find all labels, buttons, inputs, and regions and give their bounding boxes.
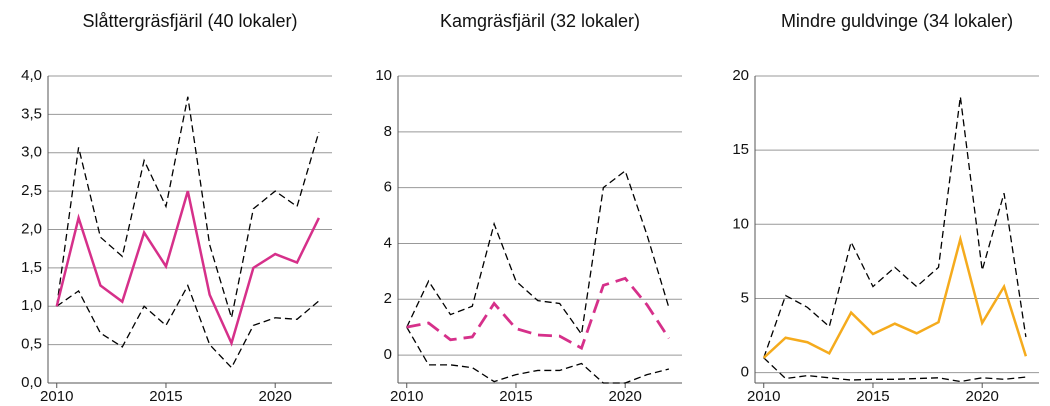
data-line [762, 234, 1028, 359]
y-tick-label: 4 [384, 234, 392, 251]
y-tick-label: 0 [741, 364, 749, 381]
x-tick-label: 2010 [40, 388, 73, 405]
y-tick-label: 10 [375, 67, 392, 84]
x-tick-label: 2010 [390, 388, 423, 405]
y-tick-label: 2,0 [21, 220, 42, 237]
y-tick-label: 0,5 [21, 336, 42, 353]
y-tick-label: 3,5 [21, 105, 42, 122]
x-tick-label: 2010 [747, 388, 780, 405]
y-tick-label: 0 [384, 346, 392, 363]
y-tick-label: 0,0 [21, 374, 42, 391]
x-tick-label: 2020 [966, 388, 999, 405]
y-tick-label: 10 [732, 215, 749, 232]
y-tick-label: 1,5 [21, 259, 42, 276]
y-tick-label: 2 [384, 290, 392, 307]
data-line [763, 357, 1026, 383]
y-tick-label: 6 [384, 179, 392, 196]
chart-title: Kamgräsfjäril (32 lokaler) [440, 11, 640, 31]
x-tick-label: 2020 [609, 388, 642, 405]
data-line [406, 169, 670, 336]
y-tick-label: 2,5 [21, 182, 42, 199]
y-tick-label: 8 [384, 123, 392, 140]
y-tick-label: 4,0 [21, 67, 42, 84]
y-tick-label: 1,0 [21, 297, 42, 314]
y-tick-label: 15 [732, 141, 749, 158]
data-line [406, 276, 671, 351]
y-tick-label: 3,0 [21, 144, 42, 161]
x-tick-label: 2015 [149, 388, 182, 405]
chart-title: Mindre guldvinge (34 lokaler) [781, 11, 1013, 31]
data-line [56, 96, 320, 318]
data-line [56, 283, 320, 369]
y-tick-label: 20 [732, 67, 749, 84]
x-tick-label: 2020 [259, 388, 292, 405]
data-line [55, 190, 321, 347]
y-tick-label: 5 [741, 289, 749, 306]
data-line [763, 96, 1027, 359]
data-line [406, 326, 670, 384]
chart-title: Slåttergräsfjäril (40 lokaler) [82, 11, 297, 31]
x-tick-label: 2015 [499, 388, 532, 405]
x-tick-label: 2015 [856, 388, 889, 405]
